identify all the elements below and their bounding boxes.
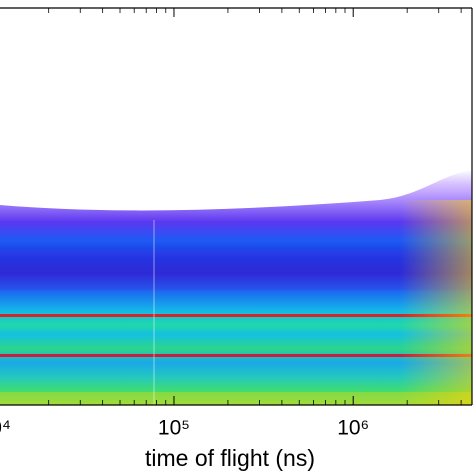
right-glow [400, 200, 472, 405]
x-tick-label: 10⁵ [158, 417, 190, 440]
red-ridge [0, 354, 472, 357]
x-tick-label: 10⁴ [0, 417, 11, 440]
green-band [0, 392, 472, 405]
x-tick-label: 10⁶ [337, 417, 369, 440]
blue-band [0, 250, 472, 290]
density-map [0, 170, 472, 405]
red-ridge [0, 314, 472, 317]
x-axis-label: time of flight (ns) [145, 445, 315, 471]
density-region [0, 170, 472, 405]
artifact-line [153, 220, 155, 405]
